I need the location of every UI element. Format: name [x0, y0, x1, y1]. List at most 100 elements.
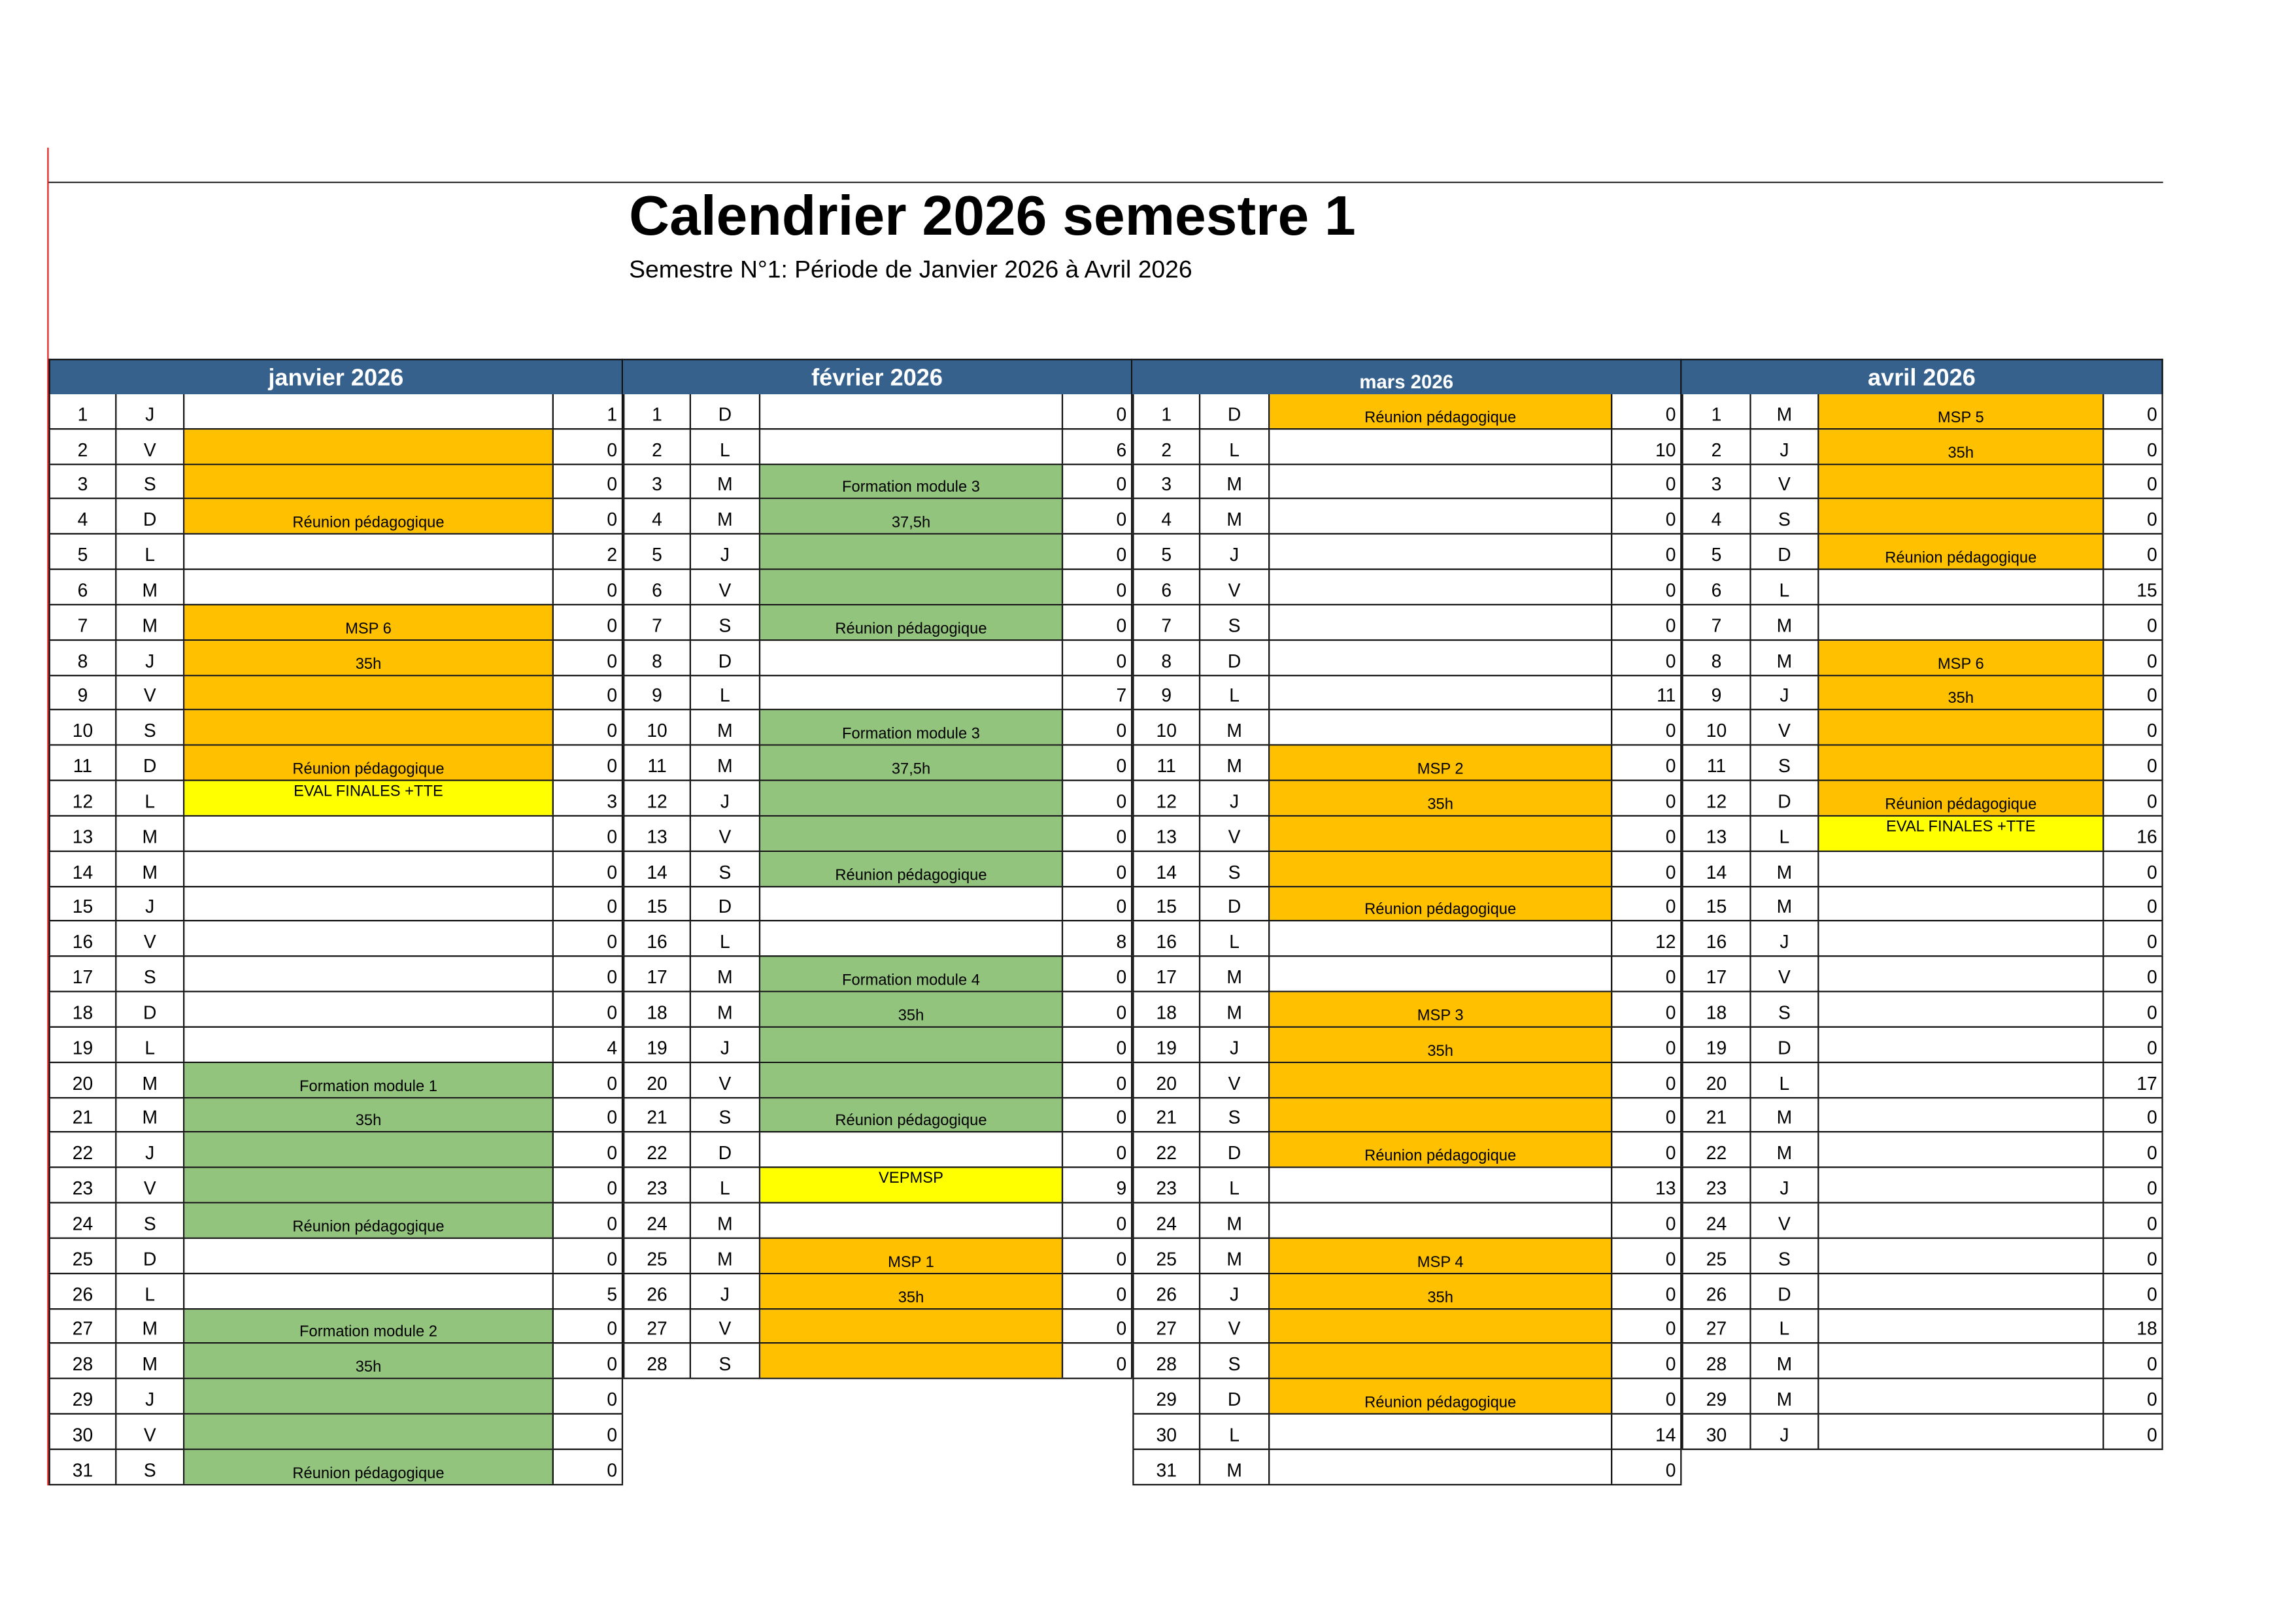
- event-cell[interactable]: [184, 992, 554, 1026]
- event-cell[interactable]: [760, 922, 1064, 956]
- event-cell[interactable]: [1819, 1344, 2104, 1378]
- event-cell[interactable]: [184, 1238, 554, 1273]
- event-cell[interactable]: MSP 3: [1270, 992, 1613, 1026]
- event-cell[interactable]: [1270, 1344, 1613, 1378]
- event-cell[interactable]: [1270, 816, 1613, 851]
- event-cell[interactable]: [1819, 887, 2104, 921]
- event-cell[interactable]: 35h: [184, 1098, 554, 1132]
- event-cell[interactable]: [1270, 1414, 1613, 1449]
- event-cell[interactable]: [1270, 499, 1613, 534]
- event-cell[interactable]: [1270, 957, 1613, 991]
- event-cell[interactable]: [184, 1414, 554, 1449]
- event-cell[interactable]: Réunion pédagogique: [1270, 394, 1613, 428]
- event-cell[interactable]: [760, 781, 1064, 815]
- event-cell[interactable]: [184, 957, 554, 991]
- event-cell[interactable]: [760, 887, 1064, 921]
- event-cell[interactable]: [184, 711, 554, 745]
- event-cell[interactable]: Réunion pédagogique: [1270, 1133, 1613, 1167]
- event-cell[interactable]: [184, 851, 554, 886]
- event-cell[interactable]: MSP 5: [1819, 394, 2104, 428]
- event-cell[interactable]: [1819, 1168, 2104, 1202]
- event-cell[interactable]: [1270, 1168, 1613, 1202]
- event-cell[interactable]: [184, 887, 554, 921]
- event-cell[interactable]: EVAL FINALES +TTE: [1819, 816, 2104, 851]
- event-cell[interactable]: [184, 1133, 554, 1167]
- event-cell[interactable]: [1819, 1133, 2104, 1167]
- event-cell[interactable]: Réunion pédagogique: [184, 499, 554, 534]
- event-cell[interactable]: 35h: [1270, 1274, 1613, 1308]
- event-cell[interactable]: [184, 675, 554, 710]
- event-cell[interactable]: [760, 394, 1064, 428]
- event-cell[interactable]: [1819, 851, 2104, 886]
- event-cell[interactable]: Réunion pédagogique: [184, 1203, 554, 1238]
- event-cell[interactable]: [184, 535, 554, 569]
- event-cell[interactable]: [760, 816, 1064, 851]
- event-cell[interactable]: [1819, 1274, 2104, 1308]
- event-cell[interactable]: [184, 922, 554, 956]
- event-cell[interactable]: [1819, 1203, 2104, 1238]
- event-cell[interactable]: [1819, 1309, 2104, 1343]
- event-cell[interactable]: [1270, 675, 1613, 710]
- event-cell[interactable]: [184, 1274, 554, 1308]
- event-cell[interactable]: 35h: [1819, 429, 2104, 464]
- event-cell[interactable]: Réunion pédagogique: [1819, 535, 2104, 569]
- event-cell[interactable]: [760, 1062, 1064, 1097]
- event-cell[interactable]: MSP 1: [760, 1238, 1064, 1273]
- event-cell[interactable]: [184, 1379, 554, 1413]
- event-cell[interactable]: [1270, 1309, 1613, 1343]
- event-cell[interactable]: Réunion pédagogique: [184, 746, 554, 780]
- event-cell[interactable]: [184, 394, 554, 428]
- event-cell[interactable]: [1270, 640, 1613, 675]
- event-cell[interactable]: [1819, 570, 2104, 604]
- event-cell[interactable]: 35h: [1819, 675, 2104, 710]
- event-cell[interactable]: [1270, 464, 1613, 499]
- event-cell[interactable]: MSP 6: [184, 605, 554, 639]
- event-cell[interactable]: 35h: [1270, 781, 1613, 815]
- event-cell[interactable]: [1270, 1203, 1613, 1238]
- event-cell[interactable]: [1270, 1098, 1613, 1132]
- event-cell[interactable]: [1270, 605, 1613, 639]
- event-cell[interactable]: [760, 1133, 1064, 1167]
- event-cell[interactable]: [1819, 1027, 2104, 1062]
- event-cell[interactable]: 35h: [760, 992, 1064, 1026]
- event-cell[interactable]: [1270, 429, 1613, 464]
- event-cell[interactable]: Réunion pédagogique: [760, 605, 1064, 639]
- event-cell[interactable]: 35h: [760, 1274, 1064, 1308]
- event-cell[interactable]: [1819, 1379, 2104, 1413]
- event-cell[interactable]: [1270, 1062, 1613, 1097]
- event-cell[interactable]: [760, 535, 1064, 569]
- event-cell[interactable]: Réunion pédagogique: [760, 851, 1064, 886]
- event-cell[interactable]: MSP 6: [1819, 640, 2104, 675]
- event-cell[interactable]: [1819, 1414, 2104, 1449]
- event-cell[interactable]: MSP 2: [1270, 746, 1613, 780]
- event-cell[interactable]: [1819, 1098, 2104, 1132]
- event-cell[interactable]: [1819, 1062, 2104, 1097]
- event-cell[interactable]: 37,5h: [760, 499, 1064, 534]
- event-cell[interactable]: Réunion pédagogique: [1819, 781, 2104, 815]
- event-cell[interactable]: [1819, 499, 2104, 534]
- event-cell[interactable]: Réunion pédagogique: [184, 1449, 554, 1484]
- event-cell[interactable]: [1270, 570, 1613, 604]
- event-cell[interactable]: Réunion pédagogique: [1270, 887, 1613, 921]
- event-cell[interactable]: Formation module 3: [760, 711, 1064, 745]
- event-cell[interactable]: [184, 570, 554, 604]
- event-cell[interactable]: [184, 1168, 554, 1202]
- event-cell[interactable]: [1819, 1238, 2104, 1273]
- event-cell[interactable]: Réunion pédagogique: [760, 1098, 1064, 1132]
- event-cell[interactable]: [1819, 922, 2104, 956]
- event-cell[interactable]: 35h: [184, 640, 554, 675]
- event-cell[interactable]: [184, 429, 554, 464]
- event-cell[interactable]: Réunion pédagogique: [1270, 1379, 1613, 1413]
- event-cell[interactable]: [184, 1027, 554, 1062]
- event-cell[interactable]: [1270, 535, 1613, 569]
- event-cell[interactable]: [760, 1203, 1064, 1238]
- event-cell[interactable]: Formation module 2: [184, 1309, 554, 1343]
- event-cell[interactable]: MSP 4: [1270, 1238, 1613, 1273]
- event-cell[interactable]: [760, 675, 1064, 710]
- event-cell[interactable]: [1819, 957, 2104, 991]
- event-cell[interactable]: [1270, 711, 1613, 745]
- event-cell[interactable]: [184, 464, 554, 499]
- event-cell[interactable]: [1270, 922, 1613, 956]
- event-cell[interactable]: Formation module 1: [184, 1062, 554, 1097]
- event-cell[interactable]: [760, 640, 1064, 675]
